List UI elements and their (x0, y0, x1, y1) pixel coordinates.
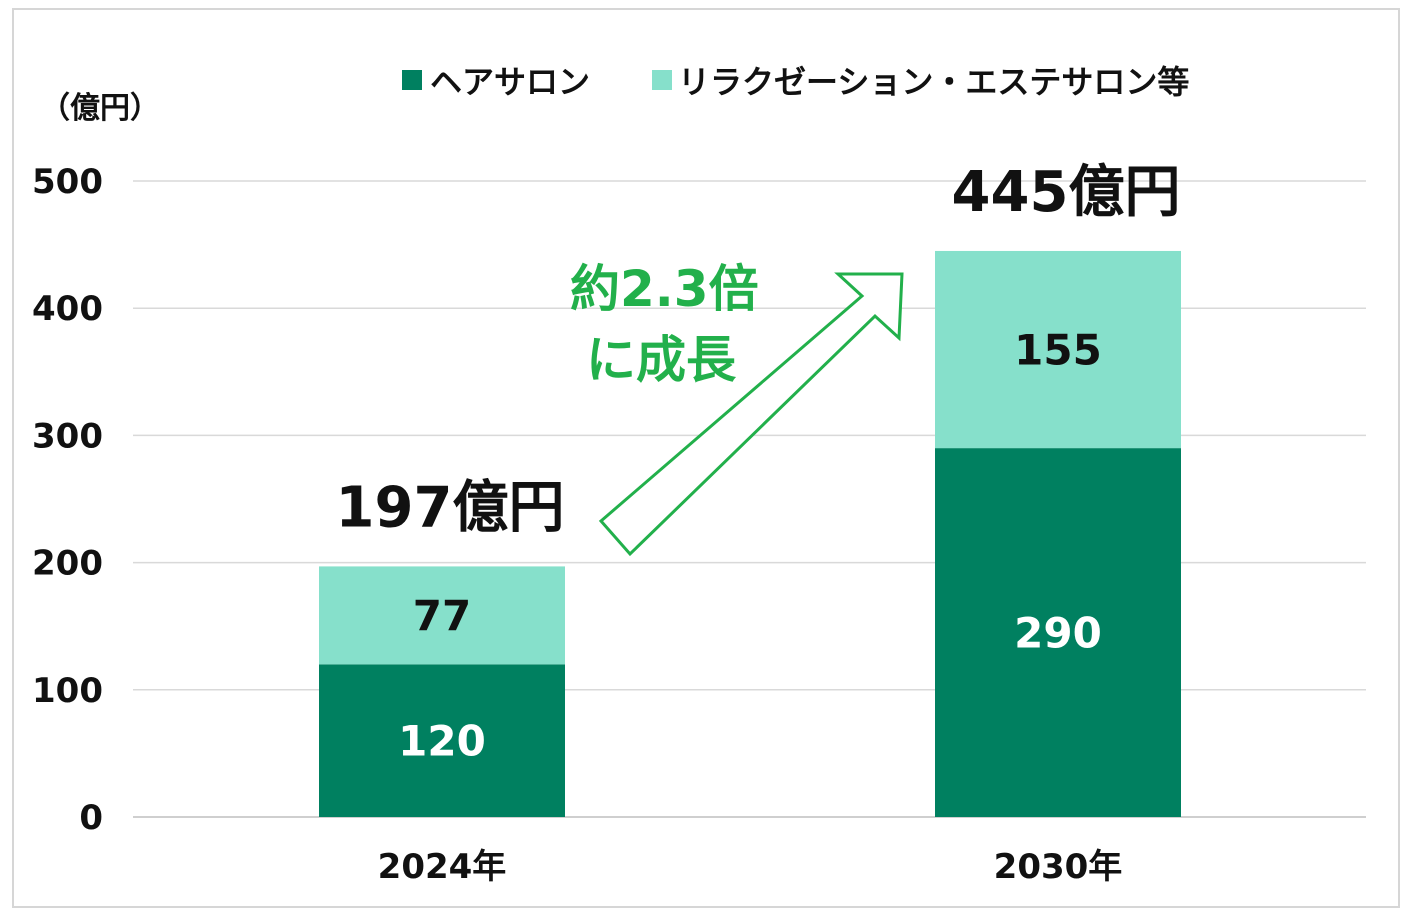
y-tick-label: 100 (32, 671, 103, 711)
bar-segment (935, 448, 1181, 817)
y-axis-ticks: 0 100 200 300 400 500 (32, 162, 103, 838)
legend-label-relaxation-esthe: リラクゼーション・エステサロン等 (678, 63, 1189, 101)
growth-annotation: 約2.3倍 に成長 (570, 260, 904, 557)
bar-group: 120 77 197億円 290 155 445億円 (319, 160, 1181, 817)
x-tick-label: 2030年 (994, 847, 1123, 887)
y-tick-label: 400 (32, 289, 103, 329)
bar-segment-value-label: 77 (413, 591, 471, 640)
growth-label-line2: に成長 (586, 331, 737, 389)
bar-total-label: 197億円 (336, 475, 565, 540)
bar-segment-value-label: 120 (398, 717, 486, 766)
x-axis-ticks: 2024年 2030年 (378, 847, 1123, 887)
bar-total-label: 445億円 (952, 160, 1181, 225)
y-tick-label: 300 (32, 416, 103, 456)
bar-segment (319, 664, 565, 817)
y-tick-label: 500 (32, 162, 103, 202)
bar-segment (319, 566, 565, 665)
bar-segment-value-label: 290 (1014, 609, 1102, 658)
bar-segment-value-label: 155 (1014, 326, 1102, 375)
y-unit-label: （億円） (40, 91, 160, 126)
y-tick-label: 200 (32, 544, 103, 584)
y-tick-label: 0 (79, 798, 103, 838)
legend-swatch-relaxation-esthe (652, 70, 672, 90)
legend: ヘアサロン リラクゼーション・エステサロン等 (402, 63, 1189, 101)
growth-label-line1: 約2.3倍 (570, 260, 759, 318)
legend-swatch-hair-salon (402, 70, 422, 90)
growth-arrow-icon (598, 272, 904, 557)
x-tick-label: 2024年 (378, 847, 507, 887)
legend-label-hair-salon: ヘアサロン (430, 63, 590, 101)
bar-segment (935, 250, 1181, 449)
